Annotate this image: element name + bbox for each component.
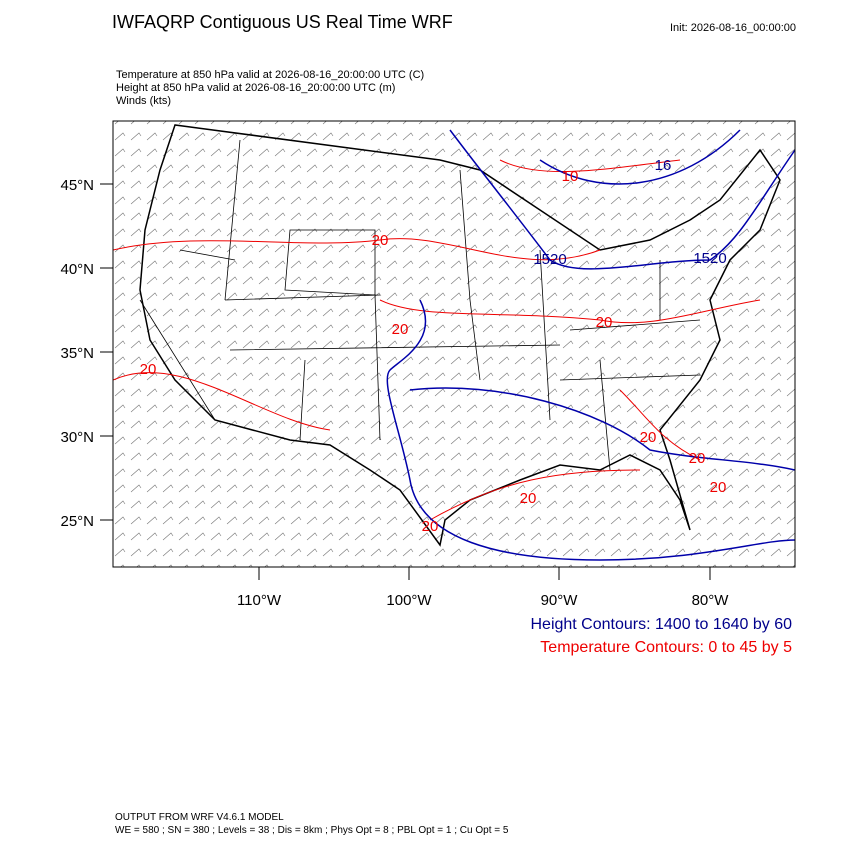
temperature-contour-label: 20 bbox=[140, 361, 157, 378]
footer-line: WE = 580 ; SN = 380 ; Levels = 38 ; Dis … bbox=[115, 825, 509, 836]
height-contour-label: 1520 bbox=[533, 251, 566, 268]
height-contours bbox=[386, 129, 795, 561]
lon-label: 80°W bbox=[692, 592, 730, 609]
footer-line: OUTPUT FROM WRF V4.6.1 MODEL bbox=[115, 812, 284, 823]
lon-label: 110°W bbox=[237, 592, 282, 609]
temperature-contour-label: 20 bbox=[422, 518, 439, 535]
field-line: Temperature at 850 hPa valid at 2026-08-… bbox=[116, 69, 424, 81]
map-frame bbox=[112, 120, 796, 568]
title: IWFAQRP Contiguous US Real Time WRF bbox=[112, 12, 453, 32]
temperature-contour-label: 20 bbox=[689, 450, 706, 467]
field-line: Winds (kts) bbox=[116, 95, 171, 107]
lat-label: 40°N bbox=[60, 261, 94, 278]
temperature-contours bbox=[113, 159, 761, 521]
map: 45°N 40°N 35°N 30°N 25°N 110°W 100°W 90°W 80°W 20… bbox=[60, 120, 796, 609]
state-lines bbox=[139, 139, 701, 471]
legend-height: Height Contours: 1400 to 1640 by 60 bbox=[530, 616, 792, 633]
field-line: Height at 850 hPa valid at 2026-08-16_20… bbox=[116, 82, 395, 94]
init-time: Init: 2026-08-16_00:00:00 bbox=[670, 22, 796, 34]
temperature-contour-label: 10 bbox=[562, 168, 579, 185]
lat-label: 30°N bbox=[60, 429, 94, 446]
temperature-contour-label: 20 bbox=[596, 314, 613, 331]
lon-label: 90°W bbox=[541, 592, 579, 609]
temperature-contour-label: 20 bbox=[392, 321, 409, 338]
height-contour-label: 1520 bbox=[693, 250, 726, 267]
temperature-contour-label: 20 bbox=[520, 490, 537, 507]
wind-barbs bbox=[113, 121, 795, 567]
lon-label: 100°W bbox=[386, 592, 432, 609]
lat-label: 35°N bbox=[60, 345, 94, 362]
height-contour-label: 16 bbox=[655, 157, 672, 174]
legend-temperature: Temperature Contours: 0 to 45 by 5 bbox=[540, 639, 792, 656]
temperature-contour-label: 20 bbox=[710, 479, 727, 496]
temperature-contour-label: 20 bbox=[372, 232, 389, 249]
lat-label: 45°N bbox=[60, 177, 94, 194]
temperature-contour-label: 20 bbox=[640, 429, 657, 446]
us-outline bbox=[139, 124, 781, 547]
lat-label: 25°N bbox=[60, 513, 94, 530]
